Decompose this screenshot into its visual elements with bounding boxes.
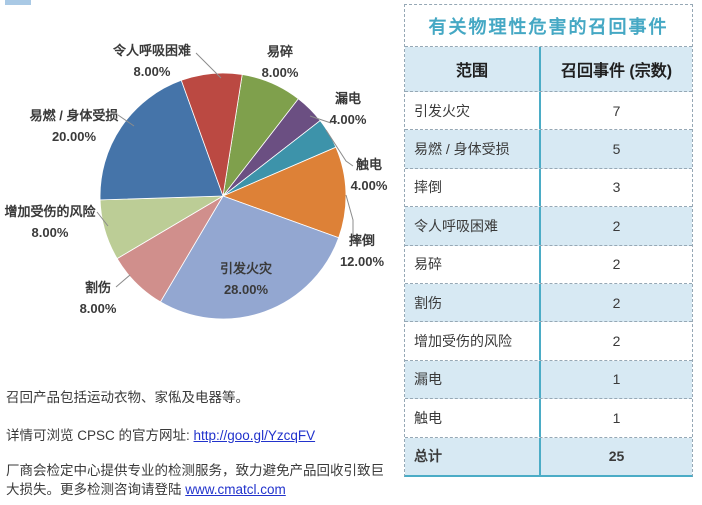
table-body: 引发火灾 7 易燃 / 身体受损 5 摔倒 3 令人呼吸困难 2 易碎 2 割伤 2 增加受伤的风险 2 漏… (405, 92, 692, 475)
pie-slices (99, 72, 347, 320)
leader-line (117, 114, 135, 127)
recall-table: 有关物理性危害的召回事件 范围 召回事件 (宗数) 引发火灾 7 易燃 / 身体受损… (404, 4, 693, 477)
pie-chart-svg (96, 52, 354, 320)
table-header-row: 范围 召回事件 (宗数) (405, 47, 692, 92)
table-row: 摔倒 3 (405, 168, 692, 208)
row-label: 易燃 / 身体受损 (405, 130, 541, 168)
row-label: 易碎 (405, 245, 541, 283)
pie-label-2: 漏电 4.00% (330, 92, 367, 127)
table-title: 有关物理性危害的召回事件 (405, 5, 692, 47)
table-row: 令人呼吸困难 2 (405, 207, 692, 246)
pie-label-name: 割伤 (84, 280, 111, 295)
pie-slice-8 (99, 79, 224, 201)
table-row: 引发火灾 7 (405, 92, 692, 131)
pie-slice-9 (180, 72, 243, 197)
pie-label-3: 触电 4.00% (351, 158, 388, 193)
row-value: 7 (612, 102, 621, 119)
row-value: 25 (608, 448, 625, 465)
row-label: 总计 (405, 437, 541, 475)
pie-label-percent: 4.00% (350, 178, 388, 193)
table-row: 易碎 2 (405, 245, 692, 284)
row-value: 3 (612, 179, 621, 196)
row-label: 引发火灾 (405, 92, 541, 130)
table-row-total: 总计 25 (405, 437, 692, 475)
leader-line (96, 211, 109, 227)
table-row: 易燃 / 身体受损 5 (405, 130, 692, 169)
note-cpsc-text: 详情可浏览 CPSC 的官方网址: (6, 428, 194, 443)
pie-label-name: 漏电 (334, 91, 361, 106)
table-row: 割伤 2 (405, 283, 692, 323)
note-cmatc: 厂商会检定中心提供专业的检测服务，致力避免产品回收引致巨大损失。更多检测咨询请登… (6, 461, 396, 499)
leader-line (309, 115, 332, 124)
row-label: 令人呼吸困难 (405, 207, 541, 245)
pie-label-name: 易碎 (266, 44, 293, 59)
column-header-count: 召回事件 (宗数) (560, 63, 673, 80)
pie-label-4: 摔倒 12.00% (340, 234, 384, 269)
note-cpsc: 详情可浏览 CPSC 的官方网址: http://goo.gl/YzcqFV (6, 426, 396, 445)
table-row: 触电 1 (405, 399, 692, 438)
pie-label-name: 易燃 / 身体受损 (29, 108, 119, 123)
leader-line (195, 52, 222, 79)
table-row: 增加受伤的风险 2 (405, 322, 692, 361)
pie-label-percent: 28.00% (223, 282, 269, 297)
pie-label-percent: 4.00% (329, 112, 367, 127)
column-header-scope: 范围 (405, 47, 541, 91)
cmatcl-link[interactable]: www.cmatcl.com (185, 482, 286, 497)
row-value: 2 (612, 256, 621, 273)
cpsc-link[interactable]: http://goo.gl/YzcqFV (193, 428, 316, 443)
pie-label-5: 引发火灾 28.00% (220, 262, 272, 297)
pie-chart: 易碎 8.00% 漏电 4.00% 触电 4.00% 摔倒 12.00% 引发火灾 28.00% 割… (0, 0, 400, 380)
pie-label-percent: 20.00% (51, 129, 97, 144)
note-cmatc-text: 厂商会检定中心提供专业的检测服务，致力避免产品回收引致巨大损失。更多检测咨询请登… (6, 463, 384, 497)
pie-label-percent: 8.00% (261, 65, 299, 80)
row-label: 触电 (405, 399, 541, 437)
row-label: 漏电 (405, 360, 541, 399)
leader-lines (96, 52, 354, 288)
row-value: 1 (612, 409, 621, 426)
row-value: 1 (612, 371, 621, 388)
pie-label-percent: 8.00% (31, 225, 69, 240)
table-row: 漏电 1 (405, 360, 692, 400)
decorative-corner-rect (5, 0, 31, 5)
pie-label-name: 令人呼吸困难 (112, 43, 192, 58)
pie-label-percent: 12.00% (339, 254, 385, 269)
row-value: 2 (612, 294, 621, 311)
pie-label-7: 增加受伤的风险 8.00% (4, 205, 95, 240)
row-value: 2 (612, 217, 621, 234)
pie-label-name: 增加受伤的风险 (4, 204, 96, 219)
row-label: 摔倒 (405, 168, 541, 207)
pie-label-percent: 8.00% (133, 64, 171, 79)
pie-slice-4 (221, 146, 347, 239)
pie-label-1: 易碎 8.00% (262, 45, 299, 80)
pie-label-9: 令人呼吸困难 8.00% (113, 44, 191, 79)
pie-label-name: 引发火灾 (219, 261, 273, 276)
note-products: 召回产品包括运动衣物、家俬及电器等。 (6, 390, 249, 405)
pie-label-percent: 8.00% (79, 301, 117, 316)
pie-label-name: 触电 (355, 157, 382, 172)
row-value: 2 (612, 333, 621, 350)
row-label: 增加受伤的风险 (405, 322, 541, 360)
row-label: 割伤 (405, 283, 541, 322)
leader-line (115, 274, 131, 288)
pie-label-6: 割伤 8.00% (80, 281, 117, 316)
leader-line (345, 194, 354, 240)
leader-line (325, 129, 354, 167)
pie-label-8: 易燃 / 身体受损 20.00% (30, 109, 119, 144)
pie-label-name: 摔倒 (348, 233, 375, 248)
row-value: 5 (612, 141, 621, 158)
